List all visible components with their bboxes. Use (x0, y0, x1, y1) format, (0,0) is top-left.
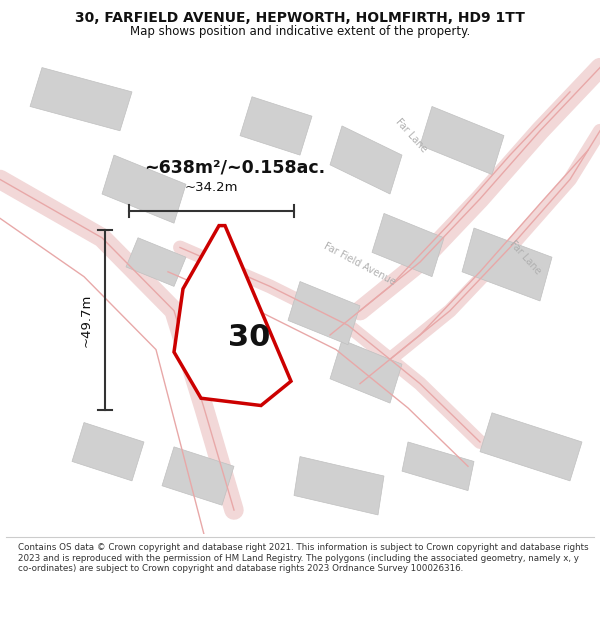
Polygon shape (240, 97, 312, 155)
Text: Far Lane: Far Lane (508, 238, 542, 276)
Polygon shape (480, 412, 582, 481)
Polygon shape (288, 281, 360, 345)
Polygon shape (126, 238, 186, 286)
Polygon shape (402, 442, 474, 491)
Polygon shape (420, 106, 504, 174)
Text: Far Field Avenue: Far Field Avenue (322, 241, 398, 288)
Text: Map shows position and indicative extent of the property.: Map shows position and indicative extent… (130, 24, 470, 38)
Text: 30: 30 (228, 323, 270, 352)
Text: Contains OS data © Crown copyright and database right 2021. This information is : Contains OS data © Crown copyright and d… (18, 543, 589, 573)
Polygon shape (372, 214, 444, 277)
Polygon shape (102, 155, 186, 223)
Polygon shape (30, 68, 132, 131)
Polygon shape (330, 126, 402, 194)
Polygon shape (72, 422, 144, 481)
Text: ~49.7m: ~49.7m (80, 294, 93, 347)
Text: ~34.2m: ~34.2m (185, 181, 238, 194)
Text: Far Lane: Far Lane (394, 117, 428, 154)
Polygon shape (162, 447, 234, 505)
Polygon shape (330, 340, 402, 403)
Polygon shape (462, 228, 552, 301)
Text: ~638m²/~0.158ac.: ~638m²/~0.158ac. (144, 158, 325, 176)
Polygon shape (294, 457, 384, 515)
Polygon shape (174, 226, 291, 406)
Text: 30, FARFIELD AVENUE, HEPWORTH, HOLMFIRTH, HD9 1TT: 30, FARFIELD AVENUE, HEPWORTH, HOLMFIRTH… (75, 11, 525, 24)
